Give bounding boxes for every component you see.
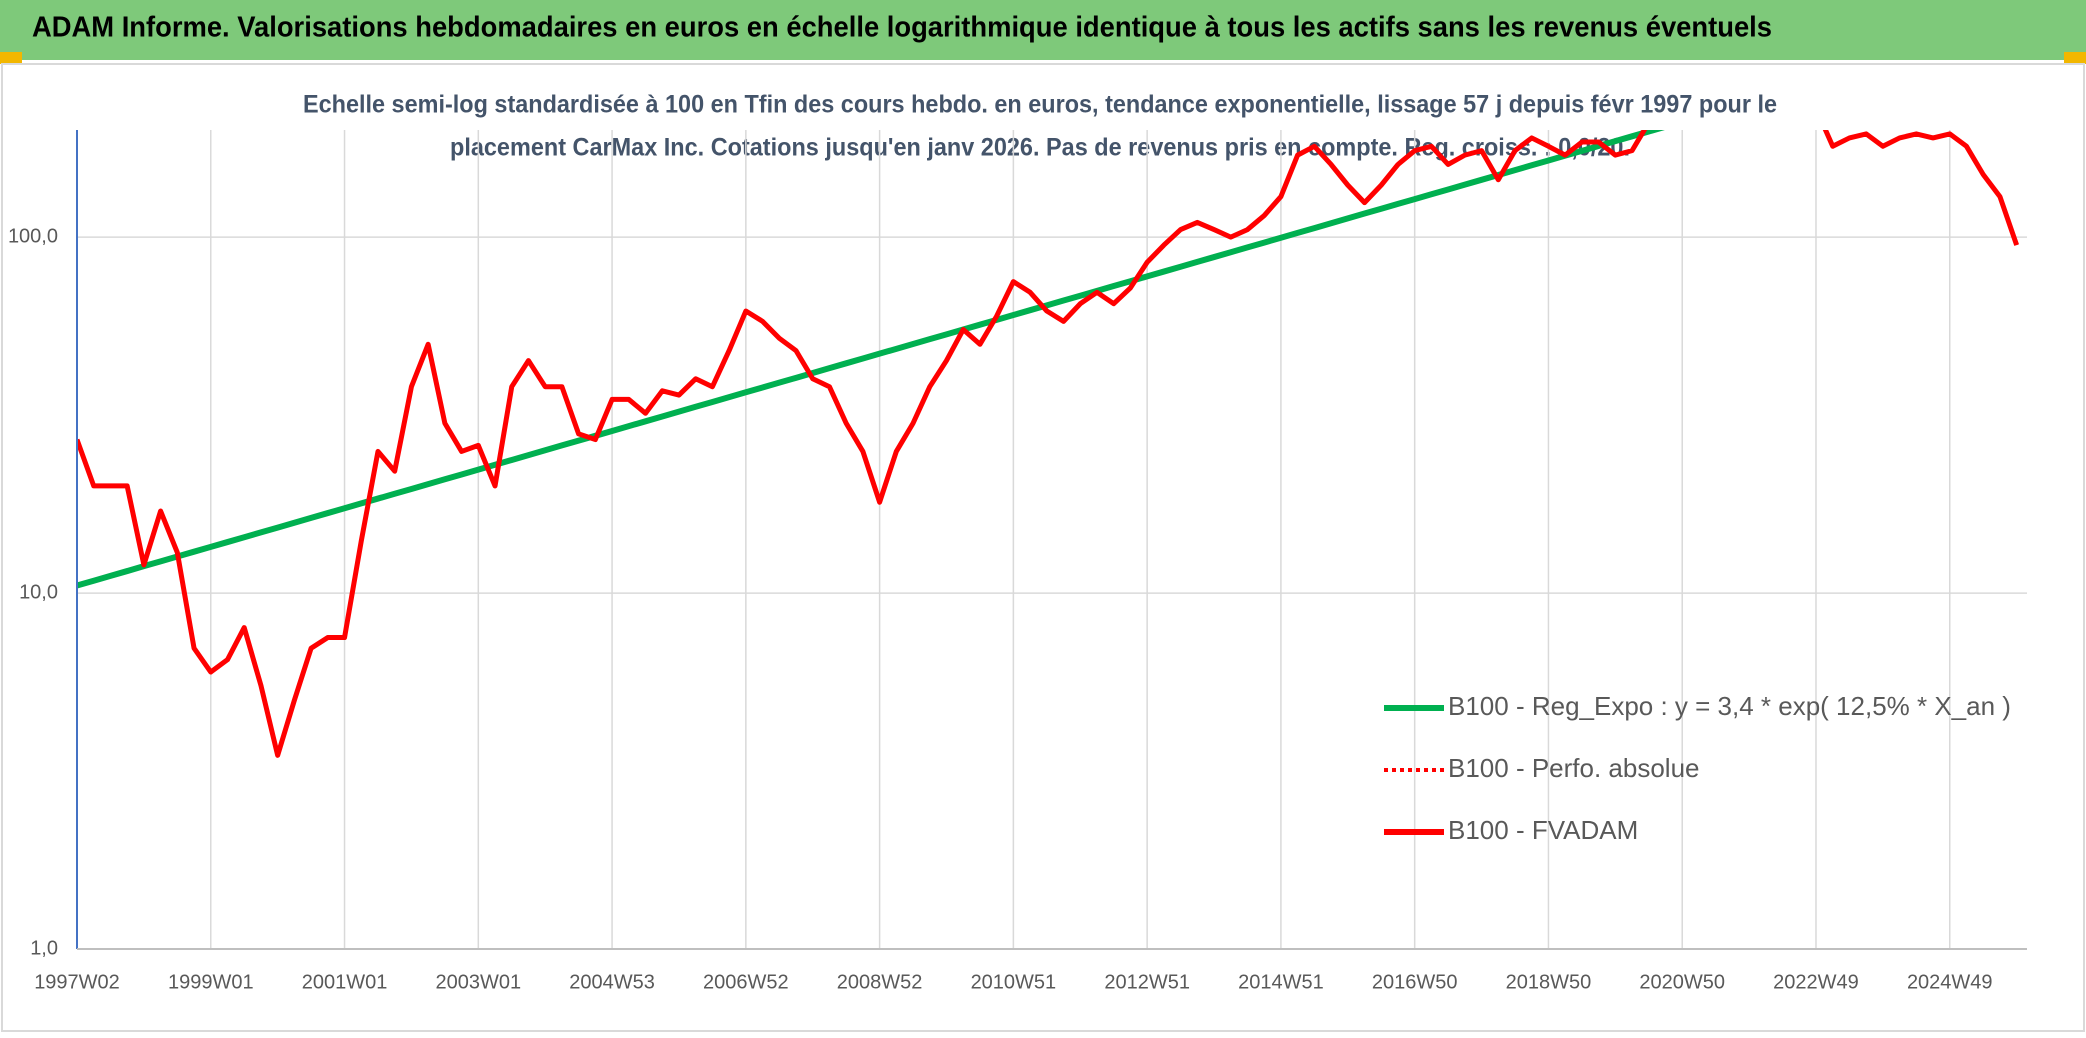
series-line [77, 130, 2020, 758]
x-tick-label: 2018W50 [1506, 971, 1592, 993]
legend-label: B100 - Reg_Expo : y = 3,4 * exp( 12,5% *… [1448, 691, 2011, 721]
chart-subtitle: placement CarMax Inc. Cotations jusqu'en… [450, 134, 1630, 162]
x-tick-label: 2006W52 [703, 971, 789, 993]
x-tick-label: 2014W51 [1238, 971, 1324, 993]
page-title: ADAM Informe. Valorisations hebdomadaire… [32, 12, 1772, 44]
x-tick-label: 2008W52 [837, 971, 923, 993]
axes: 1,0 10,0 100,0 1997W02 1999W01 2001W01 2003W01… [8, 130, 2027, 993]
x-tick-label: 2020W50 [1639, 971, 1725, 993]
x-tick-label: 2003W01 [435, 971, 521, 993]
x-tick-label: 1997W02 [34, 971, 120, 993]
legend: B100 - Reg_Expo : y = 3,4 * exp( 12,5% *… [1384, 691, 2011, 845]
legend-label: B100 - FVADAM [1448, 815, 1638, 845]
series-line [77, 130, 1665, 589]
x-tick-label: 2010W51 [971, 971, 1057, 993]
plot-area [77, 130, 2020, 758]
legend-label: B100 - Perfo. absolue [1448, 753, 1700, 783]
chart-subtitle: Echelle semi-log standardisée à 100 en T… [303, 91, 1777, 119]
chart-frame [1, 63, 2085, 1032]
y-tick-label: 100,0 [8, 225, 58, 247]
x-tick-label: 2001W01 [302, 971, 388, 993]
x-tick-label: 2012W51 [1104, 971, 1190, 993]
y-tick-label: 10,0 [19, 581, 58, 603]
x-tick-label: 2024W49 [1907, 971, 1993, 993]
x-tick-label: 1999W01 [168, 971, 254, 993]
x-tick-label: 2022W49 [1773, 971, 1859, 993]
corner-mark [0, 52, 22, 64]
x-tick-label: 2004W53 [569, 971, 655, 993]
corner-mark [2064, 52, 2086, 64]
x-tick-label: 2016W50 [1372, 971, 1458, 993]
y-tick-label: 1,0 [30, 937, 58, 959]
header-band [0, 0, 2086, 60]
